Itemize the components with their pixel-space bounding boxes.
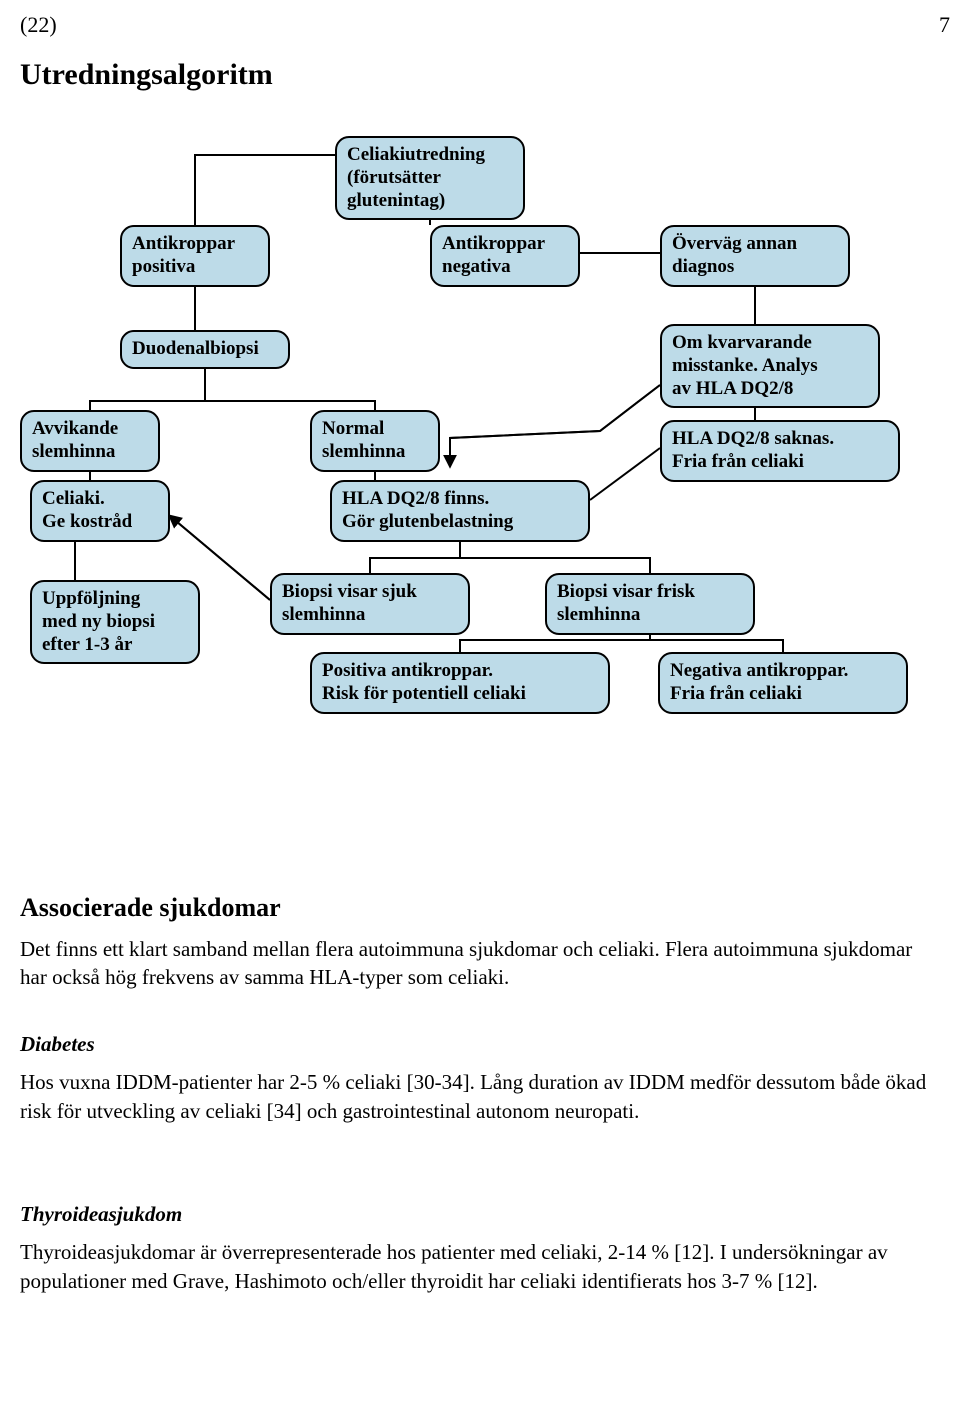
flow-node-avvik: Avvikandeslemhinna xyxy=(20,410,160,472)
flow-node-duobiop: Duodenalbiopsi xyxy=(120,330,290,369)
flow-node-bio_sjuk: Biopsi visar sjukslemhinna xyxy=(270,573,470,635)
page: (22) 7 Utredningsalgoritm Celiakiutredni… xyxy=(0,0,960,1425)
flow-node-celiaki: Celiaki.Ge kostråd xyxy=(30,480,170,542)
flow-node-hla_finns: HLA DQ2/8 finns.Gör glutenbelastning xyxy=(330,480,590,542)
flow-node-bio_frisk: Biopsi visar friskslemhinna xyxy=(545,573,755,635)
flow-node-start: Celiakiutredning(förutsätterglutenintag) xyxy=(335,136,525,220)
flow-node-hla_saknas: HLA DQ2/8 saknas.Fria från celiaki xyxy=(660,420,900,482)
flow-node-overvag: Överväg annandiagnos xyxy=(660,225,850,287)
flow-node-ak_pos: Antikropparpositiva xyxy=(120,225,270,287)
flow-node-uppfolj: Uppföljningmed ny biopsiefter 1-3 år xyxy=(30,580,200,664)
flow-node-ak_neg: Antikropparnegativa xyxy=(430,225,580,287)
flow-node-neg_ak: Negativa antikroppar.Fria från celiaki xyxy=(658,652,908,714)
flow-node-pos_ak: Positiva antikroppar.Risk för potentiell… xyxy=(310,652,610,714)
flow-node-om_kvar: Om kvarvarandemisstanke. Analysav HLA DQ… xyxy=(660,324,880,408)
flow-node-normal: Normalslemhinna xyxy=(310,410,440,472)
